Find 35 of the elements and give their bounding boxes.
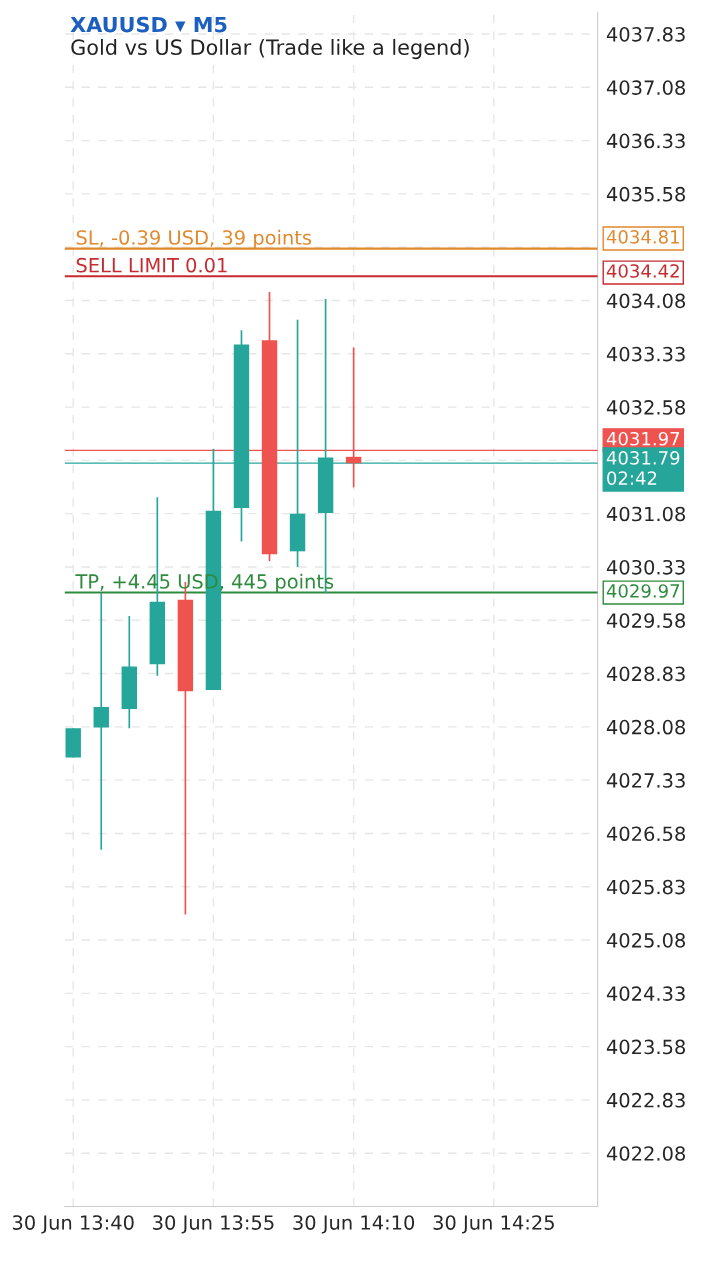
text: 4034.81 [606,230,679,244]
ref-line-label: SL, -0.39 USD, 39 points [76,229,312,249]
y-tick-label: 4025.08 [606,932,686,948]
y-tick-label: 4037.83 [606,26,685,42]
text: 02:42 [607,471,657,485]
text: 4031.97 [606,431,680,446]
text: 4031.79 [606,451,680,465]
y-tick-label: 4023.58 [606,1039,686,1055]
y-tick-label: 4035.58 [606,186,686,202]
y-tick-label: 4031.08 [606,506,686,522]
candlestick [93,592,109,851]
y-tick-label: 4022.83 [606,1092,685,1108]
text: 4029.97 [606,584,680,598]
x-tick-label: 30 Jun 13:55 [153,1215,274,1234]
y-tick-label: 4026.58 [606,826,686,842]
y-tick-label: 4036.33 [606,133,685,149]
y-tick-label: 4024.33 [606,986,685,1001]
y-tick-label: 4022.08 [606,1146,686,1161]
x-tick-label: 30 Jun 14:10 [293,1215,415,1234]
y-tick-label: 4025.83 [606,879,685,895]
y-tick-label: 4032.58 [606,400,686,415]
chart-title: XAUUSD ▾ M5 [70,16,227,33]
ref-line-label: SELL LIMIT 0.01 [76,257,227,273]
y-tick-label: 4028.83 [606,666,685,682]
y-tick-label: 4029.58 [606,613,686,628]
y-tick-label: 4027.33 [606,773,685,788]
x-tick-label: 30 Jun 14:25 [433,1215,554,1234]
y-tick-label: 4037.08 [606,80,686,95]
text: 4034.42 [606,264,679,278]
y-tick-label: 4030.33 [606,559,685,575]
y-tick-label: 4034.08 [606,293,686,309]
y-tick-label: 4028.08 [606,719,686,735]
x-tick-label: 30 Jun 13:40 [12,1215,134,1234]
text: Gold vs US Dollar (Trade like a legend) [71,38,469,60]
y-tick-label: 4033.33 [606,346,685,362]
